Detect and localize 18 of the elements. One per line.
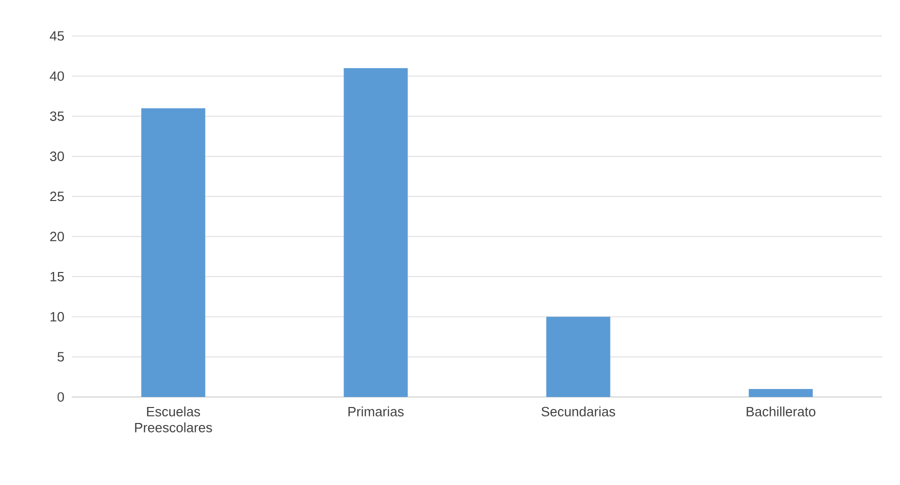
bar <box>344 68 408 397</box>
y-tick-label: 10 <box>50 312 64 322</box>
x-tick-label: Escuelas Preescolares <box>135 406 212 432</box>
y-tick-label: 25 <box>50 192 64 202</box>
bar <box>546 316 610 397</box>
y-tick-label: 35 <box>50 111 64 121</box>
y-tick-label: 40 <box>50 71 64 81</box>
bar <box>141 108 206 397</box>
y-tick-label: 30 <box>50 152 64 162</box>
y-tick-label: 20 <box>50 232 64 242</box>
x-tick-label: Primarias <box>348 406 404 416</box>
bar <box>748 388 813 397</box>
x-tick-label: Bachillerato <box>746 406 816 416</box>
y-tick-label: 0 <box>58 392 64 402</box>
y-tick-label: 45 <box>50 31 64 41</box>
y-tick-label: 5 <box>58 352 64 362</box>
y-tick-label: 15 <box>50 272 64 282</box>
x-tick-label: Secundarias <box>541 406 616 416</box>
